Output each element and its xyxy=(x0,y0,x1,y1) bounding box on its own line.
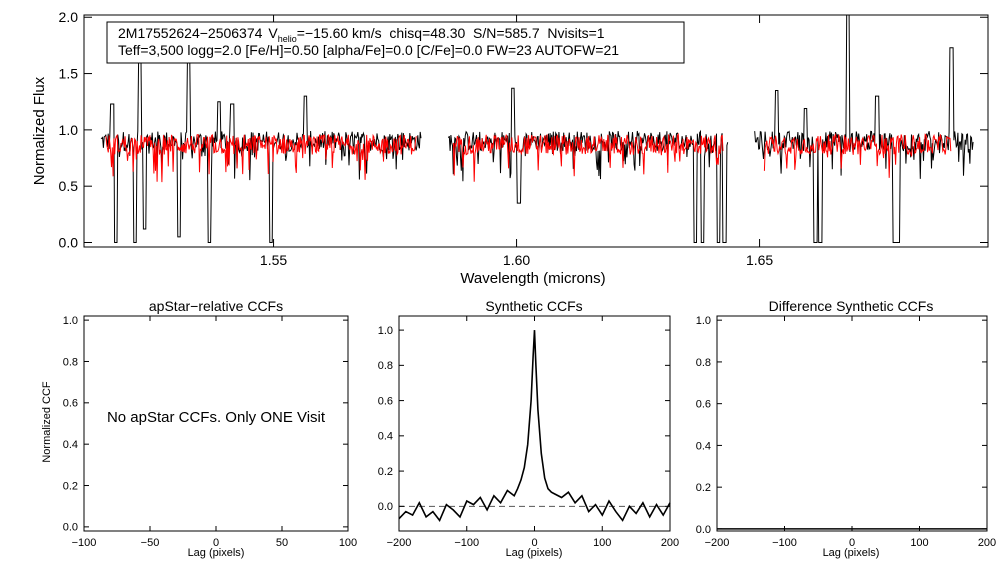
synthetic-ccf-panel: Synthetic CCFs −200 −100 0 100 200 0.0 0.2 0.4 0… xyxy=(378,298,679,559)
difference-ccf-xtick-label: 0 xyxy=(849,537,855,549)
synthetic-ccf-xtick-label: −200 xyxy=(387,537,412,549)
spectrum-xtick-label: 1.60 xyxy=(503,252,530,268)
synthetic-ccf-line xyxy=(398,330,671,522)
apstar-ccf-xtick-label: −50 xyxy=(141,537,160,549)
difference-ccf-ytick-label: 0.0 xyxy=(696,524,711,536)
synthetic-ccf-ytick-label: 0.4 xyxy=(378,431,393,443)
info-v-subscript: helio xyxy=(278,34,297,44)
difference-ccf-ytick-label: 0.6 xyxy=(696,399,711,411)
info-line-2: Teff=3,500 logg=2.0 [Fe/H]=0.50 [alpha/F… xyxy=(118,42,619,58)
apstar-ccf-annotation: No apStar CCFs. Only ONE Visit xyxy=(107,409,326,426)
info-star-id: 2M17552624−2506374 xyxy=(118,25,263,41)
apstar-ccf-xtick-label: 50 xyxy=(276,537,288,549)
spectrum-xlabel: Wavelength (microns) xyxy=(460,270,605,287)
synthetic-ccf-ticks: −200 −100 0 100 200 0.0 0.2 0.4 0.6 0.8 1.0 xyxy=(378,316,679,549)
spectrum-ticks: 1.55 1.60 1.65 0.0 0.5 1.0 1.5 2.0 xyxy=(59,9,988,268)
spectrum-ytick-label: 0.5 xyxy=(59,178,79,194)
difference-ccf-ytick-label: 0.8 xyxy=(696,357,711,369)
apstar-ccf-ytick-label: 1.0 xyxy=(63,315,78,327)
apstar-ccf-ytick-label: 0.4 xyxy=(63,439,78,451)
synthetic-ccf-ytick-label: 0.8 xyxy=(378,360,393,372)
difference-ccf-title: Difference Synthetic CCFs xyxy=(769,298,934,314)
difference-ccf-xtick-label: −100 xyxy=(772,537,797,549)
difference-ccf-ytick-label: 0.2 xyxy=(696,482,711,494)
difference-ccf-ytick-label: 0.4 xyxy=(696,440,711,452)
apstar-ccf-ticks: −100 −50 0 50 100 0.0 0.2 0.4 0.6 0.8 1.0 xyxy=(63,315,357,549)
difference-ccf-ticks: −200 −100 0 100 200 0.0 0.2 0.4 0.6 0.8 1.0 xyxy=(696,315,996,549)
difference-ccf-xlabel: Lag (pixels) xyxy=(823,547,880,559)
difference-ccf-xtick-label: 200 xyxy=(978,537,996,549)
spectrum-model-line xyxy=(105,132,952,183)
info-line-1-rest: =−15.60 km/s chisq=48.30 S/N=585.7 Nvisi… xyxy=(297,25,605,41)
spectrum-ytick-label: 1.5 xyxy=(59,65,79,81)
synthetic-ccf-ytick-label: 0.2 xyxy=(378,466,393,478)
spectrum-xtick-label: 1.65 xyxy=(746,252,773,268)
apstar-ccf-xtick-label: −100 xyxy=(72,537,97,549)
synthetic-ccf-series-layer xyxy=(398,330,671,522)
difference-ccf-ytick-label: 1.0 xyxy=(696,315,711,327)
spectrum-ytick-label: 1.0 xyxy=(59,122,79,138)
spectrum-ytick-label: 2.0 xyxy=(59,9,79,25)
difference-ccf-frame xyxy=(716,315,988,532)
spectrum-info-box: 2M17552624−2506374 Vhelio=−15.60 km/s chi… xyxy=(106,21,685,64)
apstar-ccf-ytick-label: 0.6 xyxy=(63,398,78,410)
apstar-ccf-ytick-label: 0.0 xyxy=(63,522,78,534)
spectrum-ytick-label: 0.0 xyxy=(59,234,79,250)
apstar-ccf-panel: apStar−relative CCFs −100 −50 0 50 100 0.0 0.2… xyxy=(41,298,357,559)
spectrum-series-layer xyxy=(100,15,974,243)
spectrum-panel: 1.55 1.60 1.65 0.0 0.5 1.0 1.5 2.0 Normalized F… xyxy=(31,9,989,287)
apstar-ccf-xtick-label: 100 xyxy=(339,537,357,549)
apstar-ccf-ylabel: Normalized CCF xyxy=(41,381,53,463)
apstar-ccf-xlabel: Lag (pixels) xyxy=(188,547,245,559)
spectrum-frame xyxy=(83,14,989,248)
synthetic-ccf-xlabel: Lag (pixels) xyxy=(506,547,563,559)
synthetic-ccf-ytick-label: 0.6 xyxy=(378,395,393,407)
info-line-1: 2M17552624−2506374 Vhelio=−15.60 km/s chi… xyxy=(118,25,605,44)
synthetic-ccf-ytick-label: 1.0 xyxy=(378,325,393,337)
info-box-frame xyxy=(106,21,685,64)
difference-ccf-xtick-label: 100 xyxy=(910,537,928,549)
info-v-label: V xyxy=(268,25,278,41)
spectrum-xtick-label: 1.55 xyxy=(260,252,287,268)
apstar-ccf-title: apStar−relative CCFs xyxy=(149,298,283,314)
apstar-ccf-ytick-label: 0.2 xyxy=(63,480,78,492)
synthetic-ccf-xtick-label: 100 xyxy=(593,537,611,549)
synthetic-ccf-xtick-label: 200 xyxy=(661,537,679,549)
difference-ccf-xtick-label: −200 xyxy=(705,537,730,549)
synthetic-ccf-xtick-label: 0 xyxy=(531,537,537,549)
spectrum-ylabel: Normalized Flux xyxy=(31,76,48,185)
apstar-ccf-ytick-label: 0.8 xyxy=(63,356,78,368)
synthetic-ccf-ytick-label: 0.0 xyxy=(378,501,393,513)
synthetic-ccf-xtick-label: −100 xyxy=(454,537,479,549)
difference-ccf-panel: Difference Synthetic CCFs −200 −100 0 100 20… xyxy=(696,298,996,559)
synthetic-ccf-title: Synthetic CCFs xyxy=(485,298,582,314)
apstar-ccf-xtick-label: 0 xyxy=(213,537,219,549)
